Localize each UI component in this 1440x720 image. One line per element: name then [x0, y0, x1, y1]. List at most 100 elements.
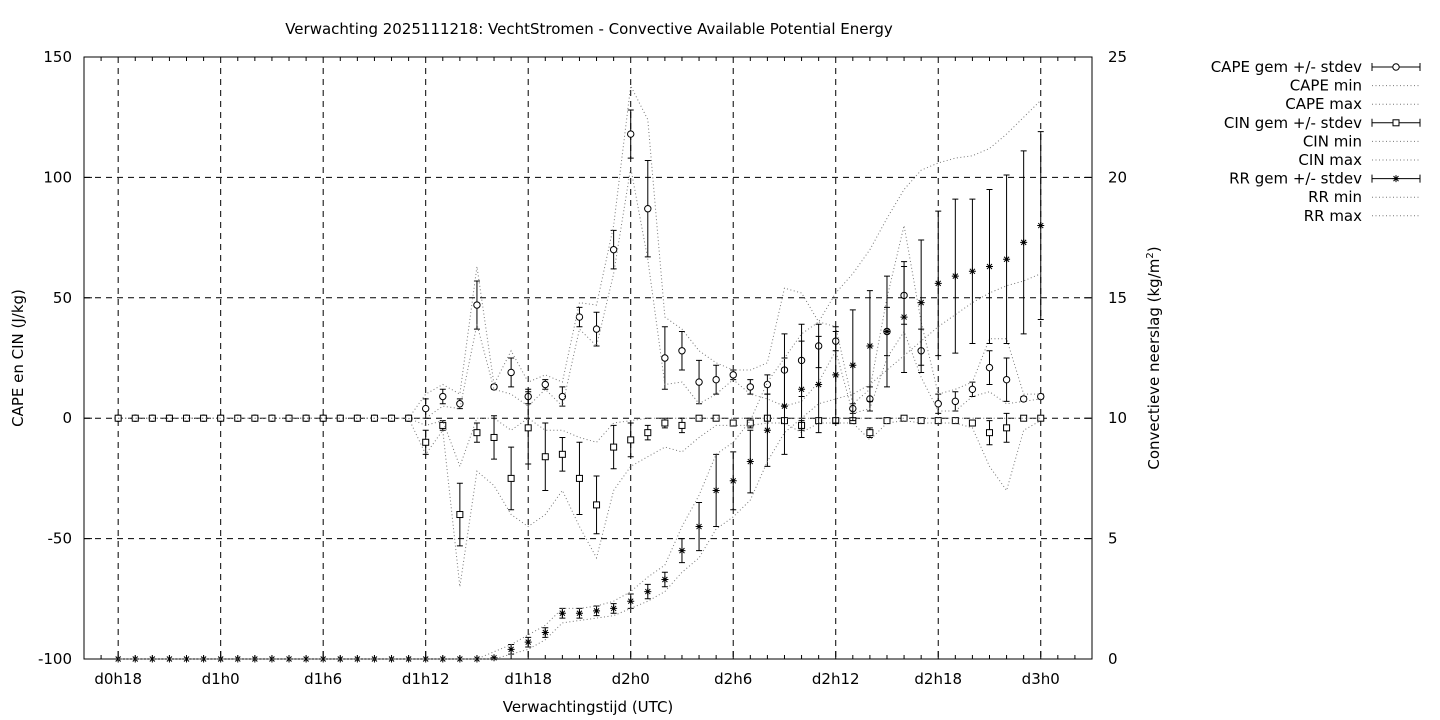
data-point-circle — [456, 400, 464, 408]
data-point-square — [712, 414, 720, 422]
data-point-star — [883, 328, 891, 336]
y-tick-label: -50 — [48, 530, 73, 548]
data-point-star — [490, 654, 498, 662]
y-axis-left: -100 -50 0 50 100 150 — [38, 48, 92, 668]
data-point-square — [934, 417, 942, 425]
y2-tick-label: 15 — [1108, 289, 1127, 307]
y2-axis-label-sup: 2 — [1145, 252, 1156, 258]
data-point-circle — [592, 325, 601, 333]
grid-lines — [84, 57, 1092, 659]
legend-entry-label: RR min — [1308, 188, 1362, 206]
data-point-circle — [507, 368, 515, 377]
y-tick-label: 100 — [43, 168, 72, 186]
y2-axis-label: Convectieve neerslag (kg/m2) — [1145, 246, 1163, 469]
x-tick-label: d2h0 — [612, 670, 650, 688]
data-point-circle — [695, 378, 703, 386]
data-point-star — [1020, 238, 1028, 246]
data-point-star — [131, 655, 139, 663]
data-point-circle — [763, 380, 772, 389]
data-point-star — [644, 588, 652, 596]
data-point-square — [1037, 414, 1045, 422]
x-tick-label: d2h6 — [714, 670, 752, 688]
data-point-star — [849, 361, 857, 369]
data-point-circle — [1019, 395, 1028, 403]
data-point-circle — [421, 404, 430, 413]
data-point-star — [968, 267, 976, 275]
data-point-star — [507, 645, 515, 653]
data-point-star — [866, 342, 874, 350]
y2-tick-label: 20 — [1108, 168, 1127, 186]
data-point-square — [302, 414, 310, 422]
data-point-star — [405, 655, 413, 663]
data-point-star — [148, 655, 156, 663]
data-point-square — [985, 429, 993, 437]
data-point-circle — [473, 301, 481, 309]
data-point-square — [405, 414, 413, 422]
data-point-circle — [644, 205, 652, 213]
data-point-square — [695, 414, 703, 422]
data-point-star — [1037, 222, 1045, 230]
data-point-square — [148, 414, 156, 422]
legend-entry-label: CAPE min — [1290, 77, 1362, 95]
data-point-square — [627, 436, 635, 444]
data-point-star — [183, 655, 191, 663]
data-point-star — [917, 299, 925, 307]
data-point-star — [1392, 175, 1400, 183]
data-point-star — [1003, 255, 1011, 263]
data-point-circle — [439, 392, 447, 401]
data-point-square — [729, 419, 737, 427]
y-axis-right: 0 5 10 15 20 25 — [1084, 48, 1127, 668]
data-point-circle — [558, 392, 567, 401]
data-point-square — [900, 414, 908, 422]
data-point-square — [165, 414, 173, 422]
y2-tick-label: 5 — [1108, 530, 1118, 548]
legend-entry-label: CAPE max — [1285, 95, 1362, 113]
data-point-square — [1392, 119, 1400, 127]
legend-entry-sample — [1371, 63, 1421, 71]
data-point-square — [1003, 424, 1011, 432]
data-point-circle — [712, 375, 720, 384]
legend-entry-label: RR max — [1304, 207, 1362, 225]
chart-title: Verwachting 2025111218: VechtStromen - C… — [285, 20, 893, 38]
data-point-circle — [1002, 375, 1011, 384]
x-tick-label: d3h0 — [1022, 670, 1060, 688]
data-point-circle — [1037, 392, 1045, 401]
data-point-square — [746, 419, 754, 427]
data-point-circle — [575, 313, 584, 321]
y-tick-label: 150 — [43, 48, 72, 66]
series-rr-gem-stdev — [114, 131, 1045, 663]
data-point-square — [866, 429, 874, 437]
data-point-circle — [934, 400, 942, 408]
data-point-circle — [729, 371, 737, 379]
data-point-square — [217, 414, 225, 422]
data-point-square — [422, 438, 430, 446]
y-tick-label: 0 — [62, 409, 72, 427]
y-tick-label: -100 — [38, 650, 72, 668]
data-point-square — [575, 474, 583, 482]
data-point-star — [200, 655, 208, 663]
data-point-square — [319, 414, 327, 422]
data-point-square — [968, 419, 976, 427]
y2-axis-label-end: ) — [1145, 246, 1163, 252]
data-point-square — [439, 421, 447, 429]
data-point-star — [832, 371, 840, 379]
y-tick-label: 50 — [53, 289, 72, 307]
data-point-star — [558, 609, 566, 617]
data-point-square — [678, 421, 686, 429]
y2-axis-label-text: Convectieve neerslag (kg/m — [1145, 259, 1163, 470]
data-point-square — [524, 424, 532, 432]
data-point-star — [541, 629, 549, 637]
series-line — [118, 84, 1041, 419]
data-point-star — [524, 638, 532, 646]
data-point-square — [917, 417, 925, 425]
series-rr-max — [118, 99, 1042, 660]
x-tick-label: d0h18 — [94, 670, 142, 688]
data-point-star — [422, 655, 430, 663]
series-cape-max — [118, 84, 1041, 419]
series-layer — [114, 84, 1045, 663]
data-point-circle — [609, 245, 618, 254]
data-point-square — [593, 501, 601, 509]
data-point-square — [285, 414, 293, 422]
